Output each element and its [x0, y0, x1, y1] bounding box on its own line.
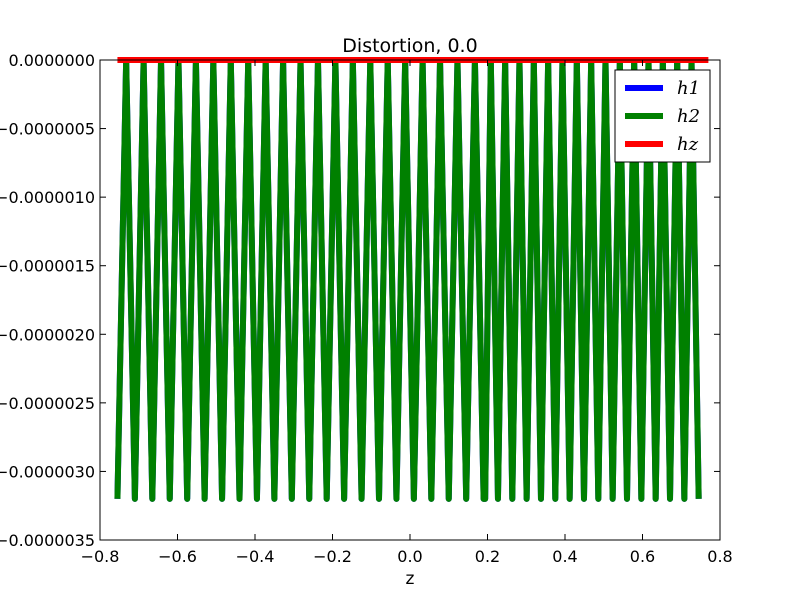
- series-line-h2: [114, 57, 702, 502]
- y-tick-label: −0.0000010: [0, 188, 95, 207]
- x-tick-label: 0.2: [475, 547, 500, 566]
- x-tick-label: −0.8: [81, 547, 120, 566]
- y-tick-label: −0.0000035: [0, 531, 95, 550]
- x-axis-label: z: [406, 569, 415, 589]
- axis-ticks: −0.8 −0.6 −0.4 −0.2 0.0 0.2 0.4 0.6 0.8 0.0000000…: [0, 51, 733, 566]
- x-tick-label: 0.0: [397, 547, 422, 566]
- y-tick-label: −0.0000030: [0, 462, 95, 481]
- x-tick-label: 0.8: [707, 547, 732, 566]
- legend-label-h1: h1: [677, 78, 700, 99]
- legend-label-hz: hz: [677, 134, 699, 155]
- x-tick-label: −0.2: [313, 547, 352, 566]
- x-tick-label: 0.4: [552, 547, 577, 566]
- legend: h1 h2 hz: [614, 69, 711, 163]
- x-tick-label: −0.6: [158, 547, 197, 566]
- x-tick-label: −0.4: [236, 547, 275, 566]
- chart-title: Distortion, 0.0: [342, 35, 477, 57]
- y-tick-label: −0.0000005: [0, 120, 95, 139]
- y-tick-label: 0.0000000: [8, 51, 95, 70]
- y-tick-label: −0.0000025: [0, 394, 95, 413]
- y-tick-label: −0.0000015: [0, 257, 95, 276]
- x-tick-label: 0.6: [630, 547, 655, 566]
- legend-label-h2: h2: [677, 106, 700, 127]
- y-tick-label: −0.0000020: [0, 325, 95, 344]
